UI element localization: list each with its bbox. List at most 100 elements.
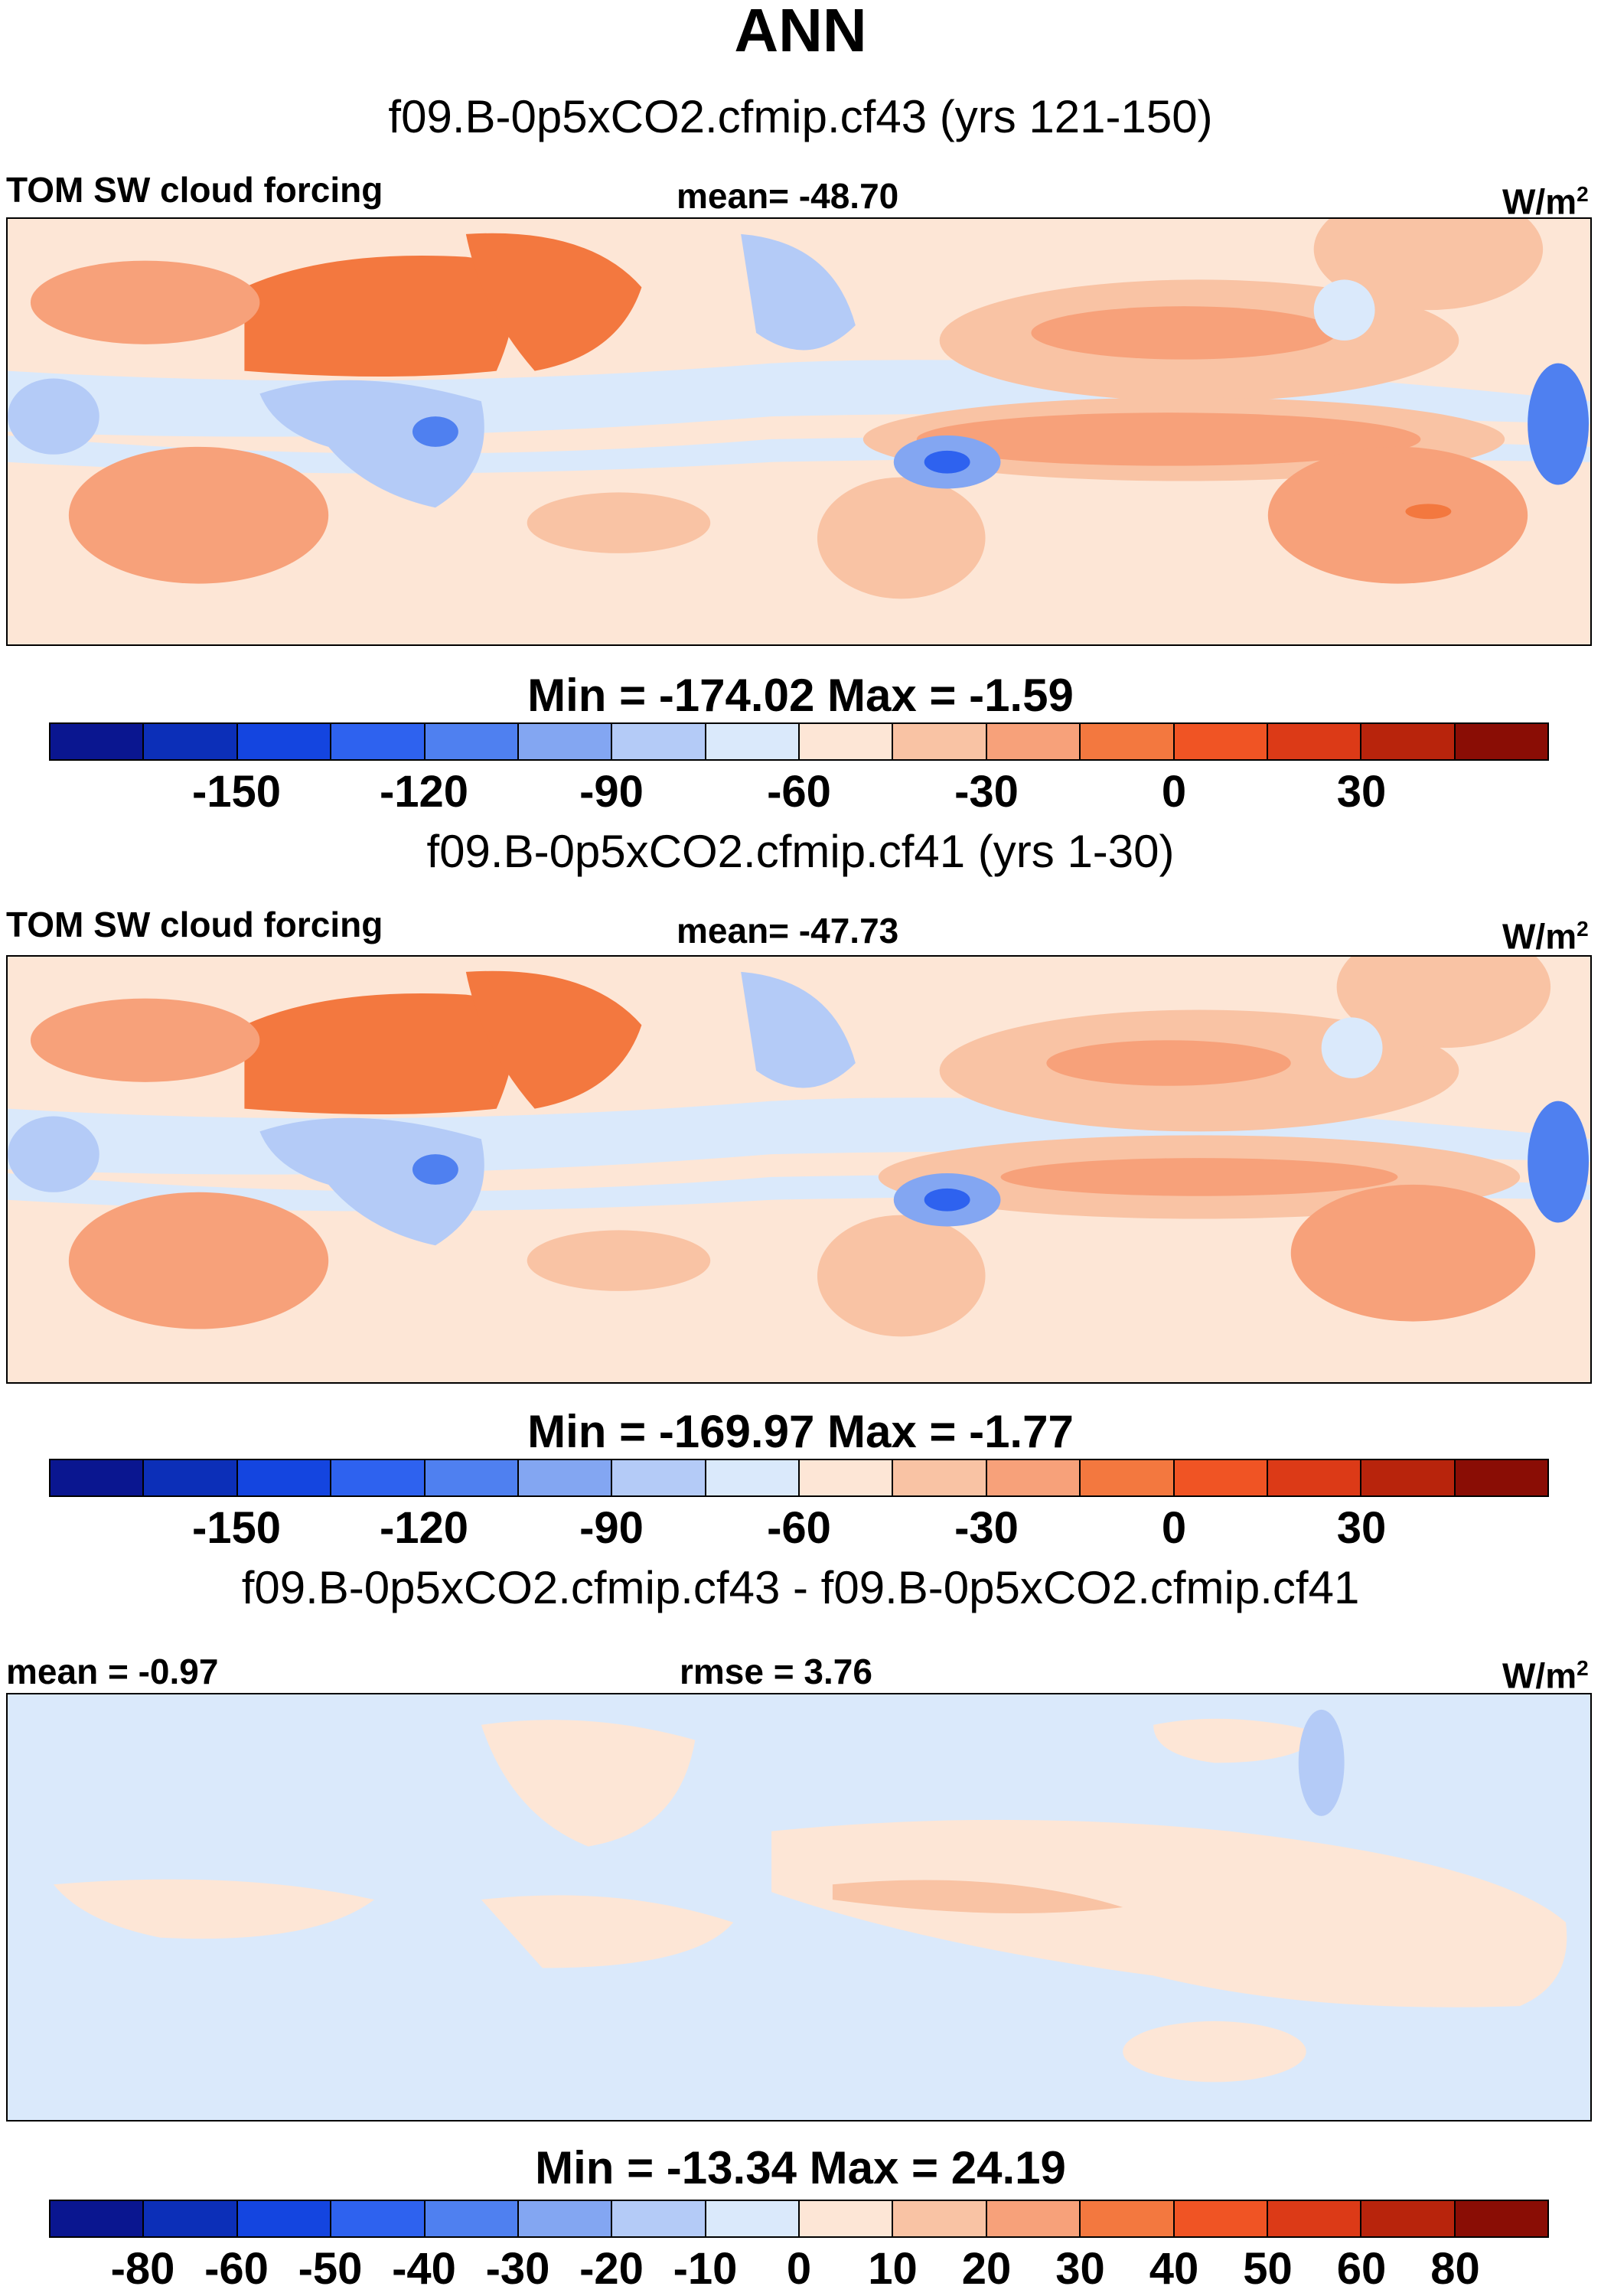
colorbar-tick-label: 50 bbox=[1243, 2244, 1293, 2294]
colorbar-tick-label: 0 bbox=[786, 2244, 812, 2294]
colorbar-tick-label: -60 bbox=[204, 2244, 269, 2294]
colorbar-tick-label: -50 bbox=[298, 2244, 363, 2294]
colorbar-swatch bbox=[893, 2201, 987, 2236]
colorbar-swatch bbox=[331, 2201, 426, 2236]
colorbar-swatch bbox=[518, 724, 613, 759]
colorbar-swatch bbox=[1361, 724, 1456, 759]
colorbar-tick-label: -60 bbox=[767, 1503, 831, 1553]
panel2-min-max: Min = -169.97 Max = -1.77 bbox=[527, 1406, 1074, 1457]
colorbar-swatch bbox=[800, 2201, 894, 2236]
panel1-mean-label: mean= -48.70 bbox=[677, 176, 899, 216]
panel3-min-max: Min = -13.34 Max = 24.19 bbox=[535, 2142, 1066, 2193]
panel2-units: W/m2 bbox=[1502, 916, 1589, 957]
colorbar-tick-label: -120 bbox=[379, 767, 469, 817]
colorbar-tick-label: 0 bbox=[1161, 767, 1187, 817]
colorbar-tick-label: -20 bbox=[579, 2244, 644, 2294]
colorbar-swatch bbox=[893, 1460, 987, 1495]
colorbar-tick-label: 30 bbox=[1336, 767, 1387, 817]
colorbar-swatch bbox=[1361, 1460, 1456, 1495]
colorbar-swatch bbox=[425, 724, 519, 759]
colorbar-swatch bbox=[425, 1460, 519, 1495]
colorbar-tick-label: -120 bbox=[379, 1503, 469, 1553]
colorbar-tick-label: -90 bbox=[579, 767, 644, 817]
colorbar-swatch bbox=[237, 2201, 332, 2236]
panel2-colorbar bbox=[49, 1459, 1549, 1497]
panel1-units: W/m2 bbox=[1502, 181, 1589, 222]
panel1-min-max: Min = -174.02 Max = -1.59 bbox=[527, 670, 1074, 721]
panel2-variable-label: TOM SW cloud forcing bbox=[6, 905, 383, 944]
colorbar-swatch bbox=[144, 724, 238, 759]
panel2-mean-label: mean= -47.73 bbox=[677, 911, 899, 951]
panel3-colorbar bbox=[49, 2200, 1549, 2238]
colorbar-tick-label: -10 bbox=[673, 2244, 738, 2294]
panel3-map-graphic bbox=[8, 1694, 1590, 2120]
colorbar-swatch bbox=[706, 2201, 800, 2236]
colorbar-swatch bbox=[612, 2201, 706, 2236]
colorbar-swatch bbox=[425, 2201, 519, 2236]
colorbar-tick-label: 80 bbox=[1430, 2244, 1480, 2294]
colorbar-swatch bbox=[51, 2201, 145, 2236]
panel1-variable-label: TOM SW cloud forcing bbox=[6, 170, 383, 210]
colorbar-swatch bbox=[1455, 2201, 1547, 2236]
colorbar-swatch bbox=[518, 2201, 613, 2236]
panel1-colorbar bbox=[49, 722, 1549, 761]
colorbar-swatch bbox=[1174, 2201, 1268, 2236]
colorbar-tick-label: -40 bbox=[392, 2244, 456, 2294]
colorbar-swatch bbox=[331, 724, 426, 759]
colorbar-swatch bbox=[331, 1460, 426, 1495]
colorbar-swatch bbox=[986, 1460, 1081, 1495]
colorbar-tick-label: 10 bbox=[868, 2244, 918, 2294]
colorbar-swatch bbox=[706, 1460, 800, 1495]
colorbar-swatch bbox=[986, 724, 1081, 759]
colorbar-swatch bbox=[893, 724, 987, 759]
colorbar-swatch bbox=[612, 724, 706, 759]
panel3-case-title: f09.B-0p5xCO2.cfmip.cf43 - f09.B-0p5xCO2… bbox=[241, 1562, 1360, 1613]
colorbar-swatch bbox=[1267, 1460, 1362, 1495]
colorbar-tick-label: -80 bbox=[110, 2244, 175, 2294]
colorbar-swatch bbox=[1361, 2201, 1456, 2236]
colorbar-swatch bbox=[986, 2201, 1081, 2236]
panel2-map bbox=[6, 955, 1592, 1384]
panel2-case-title: f09.B-0p5xCO2.cfmip.cf41 (yrs 1-30) bbox=[426, 826, 1175, 877]
panel3-mean-label: mean = -0.97 bbox=[6, 1652, 219, 1691]
colorbar-swatch bbox=[1081, 1460, 1175, 1495]
colorbar-swatch bbox=[706, 724, 800, 759]
panel1-map bbox=[6, 217, 1592, 646]
panel3-map bbox=[6, 1693, 1592, 2122]
colorbar-tick-label: 30 bbox=[1336, 1503, 1387, 1553]
colorbar-swatch bbox=[1174, 1460, 1268, 1495]
colorbar-swatch bbox=[1455, 724, 1547, 759]
colorbar-swatch bbox=[800, 724, 894, 759]
panel1-colorbar-ticks: -150 -120 -90 -60 -30 0 30 bbox=[49, 765, 1549, 819]
panel2-map-graphic bbox=[8, 957, 1590, 1382]
colorbar-swatch bbox=[51, 1460, 145, 1495]
colorbar-swatch bbox=[237, 1460, 332, 1495]
colorbar-tick-label: 0 bbox=[1161, 1503, 1187, 1553]
colorbar-swatch bbox=[144, 1460, 238, 1495]
colorbar-swatch bbox=[1267, 2201, 1362, 2236]
panel3-units: W/m2 bbox=[1502, 1655, 1589, 1696]
colorbar-swatch bbox=[1455, 1460, 1547, 1495]
colorbar-tick-label: -150 bbox=[191, 1503, 282, 1553]
colorbar-tick-label: -60 bbox=[767, 767, 831, 817]
colorbar-swatch bbox=[518, 1460, 613, 1495]
colorbar-swatch bbox=[800, 1460, 894, 1495]
panel1-map-graphic bbox=[8, 219, 1590, 644]
colorbar-swatch bbox=[612, 1460, 706, 1495]
colorbar-tick-label: -90 bbox=[579, 1503, 644, 1553]
colorbar-swatch bbox=[237, 724, 332, 759]
panel2-colorbar-ticks: -150 -120 -90 -60 -30 0 30 bbox=[49, 1502, 1549, 1555]
colorbar-tick-label: -150 bbox=[191, 767, 282, 817]
colorbar-tick-label: 20 bbox=[961, 2244, 1012, 2294]
colorbar-tick-label: 60 bbox=[1336, 2244, 1387, 2294]
colorbar-swatch bbox=[51, 724, 145, 759]
colorbar-swatch bbox=[144, 2201, 238, 2236]
colorbar-swatch bbox=[1081, 2201, 1175, 2236]
panel3-colorbar-ticks: -80 -60 -50 -40 -30 -20 -10 0 10 20 30 40 50 60 80 bbox=[49, 2242, 1549, 2296]
colorbar-swatch bbox=[1267, 724, 1362, 759]
colorbar-tick-label: 40 bbox=[1149, 2244, 1199, 2294]
colorbar-tick-label: 30 bbox=[1055, 2244, 1105, 2294]
colorbar-swatch bbox=[1174, 724, 1268, 759]
colorbar-swatch bbox=[1081, 724, 1175, 759]
panel3-rmse-label: rmse = 3.76 bbox=[680, 1652, 872, 1691]
